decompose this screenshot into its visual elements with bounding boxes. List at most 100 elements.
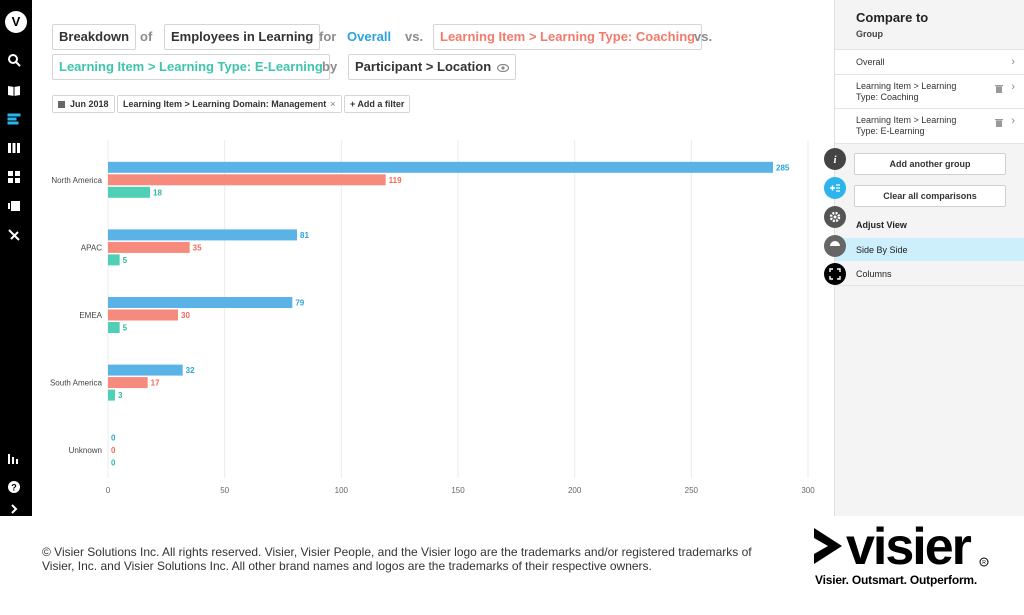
bar (108, 174, 386, 186)
dimension-label: Participant > Location (355, 59, 492, 74)
info-icon[interactable]: i (824, 148, 846, 170)
bar (108, 364, 183, 376)
bar (108, 322, 120, 333)
visier-logo: visier R (814, 522, 989, 570)
bar (108, 241, 190, 253)
data-label: 0 (111, 434, 116, 443)
bar (108, 229, 297, 241)
bar (108, 254, 120, 266)
category-label: EMEA (79, 311, 102, 320)
chevron-right-icon: › (1011, 115, 1015, 127)
compare-subtitle: Group (856, 29, 883, 39)
remove-filter-icon[interactable]: × (330, 99, 336, 109)
tools-icon[interactable] (7, 228, 21, 242)
compare-icon[interactable] (824, 177, 846, 199)
add-filter-button[interactable]: + Add a filter (344, 95, 411, 113)
analysis-icon[interactable] (7, 112, 21, 126)
side-by-side-label: Side By Side (856, 245, 908, 255)
visier-home-icon[interactable]: V (5, 11, 27, 33)
copyright-notice: © Visier Solutions Inc. All rights reser… (42, 545, 752, 573)
for-word: for (319, 29, 337, 44)
left-nav: V ? (0, 0, 32, 516)
svg-text:?: ? (11, 483, 17, 493)
breakdown-token[interactable]: Breakdown (52, 24, 137, 50)
trash-icon[interactable] (995, 118, 1003, 127)
x-tick-label: 300 (801, 486, 815, 495)
data-label: 5 (123, 324, 128, 333)
data-label: 35 (193, 243, 202, 252)
by-word: by (322, 59, 338, 74)
help-icon[interactable]: ? (7, 480, 21, 494)
elearning-group-token[interactable]: Learning Item > Learning Type: E-Learnin… (52, 54, 330, 80)
gear-icon[interactable] (824, 206, 846, 228)
domain-filter-label: Learning Item > Learning Domain: Managem… (123, 99, 327, 109)
x-tick-label: 150 (451, 486, 465, 495)
fullscreen-icon[interactable] (824, 263, 846, 285)
trash-icon[interactable] (995, 84, 1003, 93)
dimension-token[interactable]: Participant > Location (348, 54, 517, 80)
calendar-icon (58, 101, 65, 108)
svg-text:R: R (982, 560, 986, 566)
category-label: Unknown (69, 446, 102, 455)
group-label: Overall (856, 57, 885, 67)
book-icon[interactable] (7, 83, 21, 97)
data-label: 30 (181, 311, 190, 320)
svg-text:i: i (833, 154, 837, 165)
category-label: North America (51, 176, 102, 185)
dashboard-icon[interactable] (7, 170, 21, 184)
group-row-elearning[interactable]: Learning Item > Learning Type: E-Learnin… (835, 108, 1024, 144)
x-tick-label: 200 (568, 486, 582, 495)
adjust-view-label: Adjust View (856, 220, 907, 230)
group-label: Learning Item > Learning Type: E-Learnin… (856, 115, 957, 136)
view-mode-icon[interactable] (824, 235, 846, 257)
bar (108, 297, 293, 308)
data-label: 3 (118, 391, 123, 400)
x-tick-label: 0 (106, 486, 111, 495)
chevron-right-icon: › (1011, 56, 1015, 68)
coaching-group-token[interactable]: Learning Item > Learning Type: Coaching (433, 24, 703, 50)
compare-title: Compare to (856, 10, 929, 25)
data-label: 79 (295, 299, 304, 308)
side-by-side-option[interactable] (835, 238, 1024, 261)
data-label: 17 (151, 379, 160, 388)
visier-tagline: Visier. Outsmart. Outperform. (815, 573, 978, 587)
divider (835, 285, 1024, 286)
bar (108, 186, 150, 198)
x-tick-label: 250 (685, 486, 699, 495)
grid-dots-icon[interactable] (7, 141, 21, 155)
bar (108, 377, 148, 389)
columns-option[interactable]: Columns (856, 269, 892, 279)
date-filter-chip[interactable]: Jun 2018 (52, 95, 115, 113)
data-label: 32 (186, 366, 195, 375)
logo-wordmark: visier (846, 522, 972, 570)
data-label: 285 (776, 163, 790, 172)
group-row-coaching[interactable]: Learning Item > Learning Type: Coaching … (835, 74, 1024, 108)
of-word: of (140, 29, 153, 44)
clear-comparisons-button[interactable]: Clear all comparisons (854, 185, 1006, 207)
group-row-overall[interactable]: Overall › (835, 49, 1024, 74)
eye-icon[interactable] (497, 63, 510, 72)
data-label: 0 (111, 459, 116, 468)
data-label: 119 (389, 176, 402, 185)
expand-nav-icon[interactable] (7, 502, 21, 516)
bar (108, 389, 115, 401)
x-tick-label: 50 (220, 486, 229, 495)
bar (108, 309, 178, 321)
cards-icon[interactable] (7, 199, 21, 213)
reports-icon[interactable] (7, 451, 21, 465)
overall-token[interactable]: Overall (347, 29, 392, 44)
vs-word-1: vs. (405, 29, 424, 44)
vs-word-2: vs. (694, 29, 713, 44)
domain-filter-chip[interactable]: Learning Item > Learning Domain: Managem… (117, 95, 342, 113)
group-label: Learning Item > Learning Type: Coaching (856, 81, 957, 102)
compare-panel: Compare to Group Overall › Learning Item… (834, 0, 1024, 516)
data-label: 5 (123, 256, 128, 265)
chevron-right-icon: › (1011, 81, 1015, 93)
add-group-button[interactable]: Add another group (854, 153, 1006, 175)
search-icon[interactable] (7, 53, 21, 67)
metric-token[interactable]: Employees in Learning (164, 24, 321, 50)
data-label: 18 (153, 188, 162, 197)
data-label: 0 (111, 446, 116, 455)
bar (108, 161, 773, 173)
date-filter-label: Jun 2018 (70, 99, 109, 109)
